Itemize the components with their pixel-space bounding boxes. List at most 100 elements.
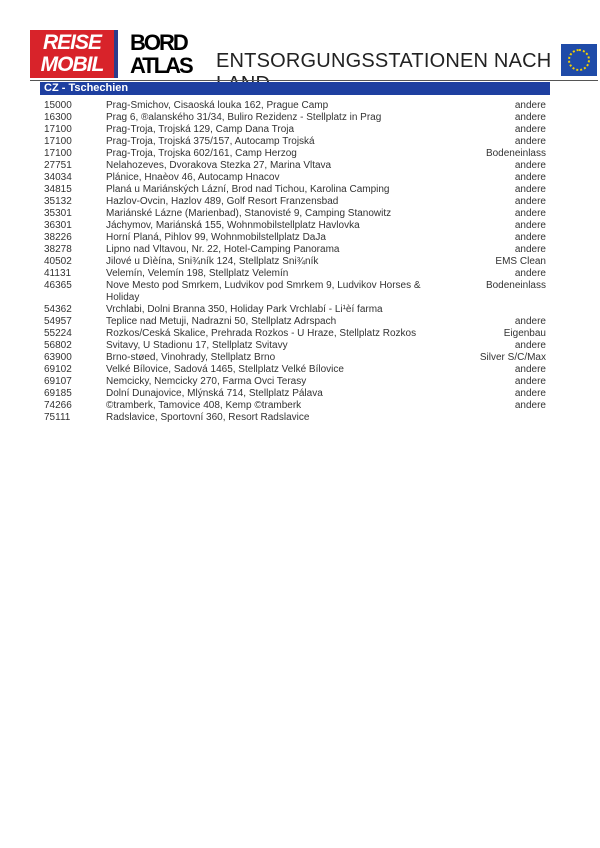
eu-flag-icon xyxy=(561,44,597,76)
disposal-type: andere xyxy=(514,364,546,375)
disposal-type: andere xyxy=(514,196,546,207)
zip-code: 38226 xyxy=(44,232,72,243)
zip-code: 27751 xyxy=(44,160,72,171)
disposal-type: andere xyxy=(514,316,546,327)
header-divider xyxy=(30,80,598,81)
station-row: 54957 Teplice nad Metuji, Nadrazni 50, St… xyxy=(44,316,546,328)
station-address: Nove Mesto pod Smrkem, Ludvikov pod Smrk… xyxy=(106,280,421,303)
station-row: 40502 Jilové u Dìèína, Sni¾ník 124, Stell… xyxy=(44,256,546,268)
station-list: 15000 Prag-Smichov, Cisaoská louka 162, P… xyxy=(44,100,546,424)
zip-code: 17100 xyxy=(44,148,72,159)
zip-code: 16300 xyxy=(44,112,72,123)
station-row: 27751 Nelahozeves, Dvorakova Stezka 27, M… xyxy=(44,160,546,172)
zip-code: 40502 xyxy=(44,256,72,267)
station-address: Prag-Troja, Trojská 375/157, Autocamp Tr… xyxy=(106,136,315,147)
station-row: 17100 Prag-Troja, Trojská 375/157, Autoca… xyxy=(44,136,546,148)
station-address: Jáchymov, Mariánská 155, Wohnmobilstellp… xyxy=(106,220,360,231)
zip-code: 63900 xyxy=(44,352,72,363)
disposal-type: andere xyxy=(514,112,546,123)
station-row: 35132 Hazlov-Ovcin, Hazlov 489, Golf Reso… xyxy=(44,196,546,208)
station-address: Jilové u Dìèína, Sni¾ník 124, Stellplatz… xyxy=(106,256,319,267)
station-row: 74266 ©tramberk, Tamovice 408, Kemp ©tram… xyxy=(44,400,546,412)
station-address: Radslavice, Sportovní 360, Resort Radsla… xyxy=(106,412,310,423)
disposal-type: andere xyxy=(514,220,546,231)
disposal-type: andere xyxy=(514,232,546,243)
zip-code: 54362 xyxy=(44,304,72,315)
zip-code: 74266 xyxy=(44,400,72,411)
station-address: Rozkos/Ceská Skalice, Prehrada Rozkos - … xyxy=(106,328,417,339)
station-address: Hazlov-Ovcin, Hazlov 489, Golf Resort Fr… xyxy=(106,196,339,207)
station-row: 38226 Horní Planá, Pihlov 99, Wohnmobilst… xyxy=(44,232,546,244)
station-address: Plánice, Hnaèov 46, Autocamp Hnacov xyxy=(106,172,280,183)
station-row: 69107 Nemcicky, Nemcicky 270, Farma Ovci … xyxy=(44,376,546,388)
station-row: 34034 Plánice, Hnaèov 46, Autocamp Hnacov… xyxy=(44,172,546,184)
disposal-type: Bodeneinlass xyxy=(485,280,546,291)
station-row: 36301 Jáchymov, Mariánská 155, Wohnmobils… xyxy=(44,220,546,232)
zip-code: 55224 xyxy=(44,328,72,339)
station-address: Nelahozeves, Dvorakova Stezka 27, Marina… xyxy=(106,160,332,171)
station-row: 54362 Vrchlabi, Dolni Branna 350, Holiday… xyxy=(44,304,546,316)
zip-code: 54957 xyxy=(44,316,72,327)
disposal-type xyxy=(446,412,546,424)
station-address: Planá u Mariánských Lázní, Brod nad Tich… xyxy=(106,184,390,195)
station-address: ©tramberk, Tamovice 408, Kemp ©tramberk xyxy=(106,400,302,411)
station-address: Velemín, Velemín 198, Stellplatz Velemín xyxy=(106,268,289,279)
station-row: 46365 Nove Mesto pod Smrkem, Ludvikov pod… xyxy=(44,280,546,304)
station-address: Prag-Troja, Trojska 602/161, Camp Herzog xyxy=(106,148,297,159)
disposal-type: andere xyxy=(514,208,546,219)
disposal-type: andere xyxy=(514,172,546,183)
station-row: 69102 Velké Bílovice, Sadová 1465, Stellp… xyxy=(44,364,546,376)
station-row: 16300 Prag 6, ®alanského 31/34, Buliro Re… xyxy=(44,112,546,124)
zip-code: 69185 xyxy=(44,388,72,399)
station-address: Dolní Dunajovice, Mlýnská 714, Stellplat… xyxy=(106,388,323,399)
station-address: Vrchlabi, Dolni Branna 350, Holiday Park… xyxy=(106,304,383,315)
station-address: Horní Planá, Pihlov 99, Wohnmobilstellpl… xyxy=(106,232,326,243)
station-address: Lipno nad Vltavou, Nr. 22, Hotel-Camping… xyxy=(106,244,340,255)
zip-code: 41131 xyxy=(44,268,72,279)
station-address: Velké Bílovice, Sadová 1465, Stellplatz … xyxy=(106,364,344,375)
reisemobil-logo: REISE MOBIL xyxy=(30,30,118,78)
station-row: 56802 Svitavy, U Stadionu 17, Stellplatz … xyxy=(44,340,546,352)
station-address: Prag-Smichov, Cisaoská louka 162, Prague… xyxy=(106,100,329,111)
disposal-type: andere xyxy=(514,376,546,387)
station-row: 63900 Brno-støed, Vinohrady, Stellplatz B… xyxy=(44,352,546,364)
disposal-type: Silver S/C/Max xyxy=(479,352,546,363)
station-address: Mariánské Lázne (Marienbad), Stanovisté … xyxy=(106,208,392,219)
station-row: 41131 Velemín, Velemín 198, Stellplatz Ve… xyxy=(44,268,546,280)
disposal-type: andere xyxy=(514,388,546,399)
disposal-type: andere xyxy=(514,100,546,111)
zip-code: 35301 xyxy=(44,208,72,219)
station-row: 15000 Prag-Smichov, Cisaoská louka 162, P… xyxy=(44,100,546,112)
zip-code: 34034 xyxy=(44,172,72,183)
station-address: Brno-støed, Vinohrady, Stellplatz Brno xyxy=(106,352,276,363)
zip-code: 17100 xyxy=(44,124,72,135)
disposal-type: andere xyxy=(514,400,546,411)
station-row: 75111 Radslavice, Sportovní 360, Resort R… xyxy=(44,412,546,424)
disposal-type: EMS Clean xyxy=(495,256,546,267)
station-row: 17100 Prag-Troja, Trojska 602/161, Camp H… xyxy=(44,148,546,160)
station-address: Svitavy, U Stadionu 17, Stellplatz Svita… xyxy=(106,340,288,351)
zip-code: 56802 xyxy=(44,340,72,351)
bordatlas-logo: BORD ATLAS xyxy=(130,30,194,78)
zip-code: 35132 xyxy=(44,196,72,207)
station-row: 38278 Lipno nad Vltavou, Nr. 22, Hotel-Ca… xyxy=(44,244,546,256)
station-address: Nemcicky, Nemcicky 270, Farma Ovci Teras… xyxy=(106,376,307,387)
station-row: 34815 Planá u Mariánských Lázní, Brod nad… xyxy=(44,184,546,196)
zip-code: 46365 xyxy=(44,280,72,291)
zip-code: 36301 xyxy=(44,220,72,231)
station-row: 55224 Rozkos/Ceská Skalice, Prehrada Rozk… xyxy=(44,328,546,340)
disposal-type: andere xyxy=(514,160,546,171)
disposal-type: andere xyxy=(514,136,546,147)
zip-code: 69102 xyxy=(44,364,72,375)
zip-code: 15000 xyxy=(44,100,72,111)
station-address: Prag 6, ®alanského 31/34, Buliro Reziden… xyxy=(106,112,382,123)
station-address: Prag-Troja, Trojská 129, Camp Dana Troja xyxy=(106,124,295,135)
disposal-type: andere xyxy=(514,244,546,255)
disposal-type: andere xyxy=(514,340,546,351)
disposal-type: Eigenbau xyxy=(503,328,546,339)
zip-code: 69107 xyxy=(44,376,72,387)
station-row: 35301 Mariánské Lázne (Marienbad), Stanov… xyxy=(44,208,546,220)
disposal-type: andere xyxy=(514,184,546,195)
disposal-type: andere xyxy=(514,124,546,135)
disposal-type xyxy=(446,304,546,316)
